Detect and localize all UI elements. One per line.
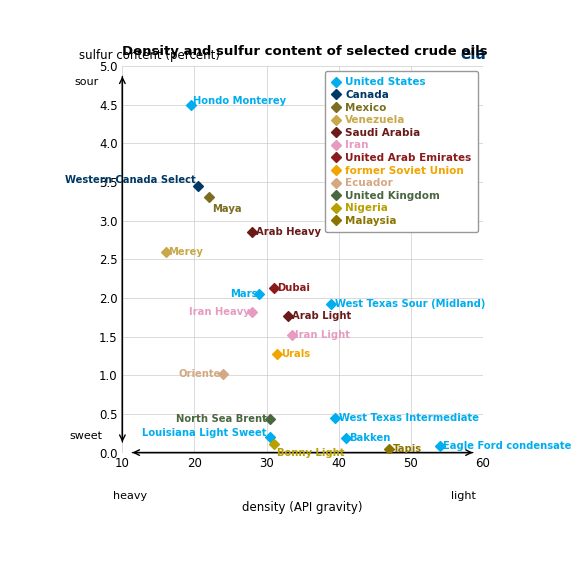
- Text: Iran Light: Iran Light: [295, 330, 350, 340]
- Text: eia: eia: [460, 47, 486, 62]
- Legend: United States, Canada, Mexico, Venezuela, Saudi Arabia, Iran, United Arab Emirat: United States, Canada, Mexico, Venezuela…: [325, 71, 478, 232]
- Point: [287, 331, 297, 340]
- Text: Urals: Urals: [281, 350, 310, 359]
- Text: Mars: Mars: [230, 289, 257, 299]
- Point: [265, 414, 275, 423]
- Point: [435, 442, 444, 451]
- Text: Louisiana Light Sweet: Louisiana Light Sweet: [142, 428, 267, 438]
- Text: sweet: sweet: [70, 431, 103, 441]
- Text: Tapis: Tapis: [393, 444, 422, 454]
- Text: Iran Heavy: Iran Heavy: [189, 307, 250, 317]
- Text: Bonny Light: Bonny Light: [278, 448, 345, 458]
- Text: West Texas Sour (Midland): West Texas Sour (Midland): [335, 299, 485, 309]
- Text: Bakken: Bakken: [350, 433, 391, 443]
- Text: Hondo Monterey: Hondo Monterey: [193, 97, 286, 106]
- Text: sulfur content (percent): sulfur content (percent): [79, 49, 220, 62]
- Point: [186, 101, 196, 110]
- Point: [204, 193, 213, 202]
- X-axis label: density (API gravity): density (API gravity): [242, 501, 363, 514]
- Point: [254, 289, 264, 298]
- Point: [265, 432, 275, 442]
- Point: [341, 434, 350, 443]
- Point: [248, 307, 257, 316]
- Point: [219, 369, 228, 378]
- Point: [283, 311, 293, 320]
- Text: Eagle Ford condensate: Eagle Ford condensate: [443, 442, 572, 451]
- Text: light: light: [451, 491, 475, 501]
- Text: Dubai: Dubai: [278, 283, 310, 293]
- Point: [193, 181, 203, 190]
- Text: North Sea Brent: North Sea Brent: [175, 413, 267, 424]
- Text: Western Canada Select: Western Canada Select: [65, 175, 196, 185]
- Point: [269, 439, 278, 448]
- Point: [248, 228, 257, 237]
- Text: Maya: Maya: [212, 204, 241, 214]
- Text: heavy: heavy: [113, 491, 147, 501]
- Point: [327, 300, 336, 309]
- Text: Oriente: Oriente: [179, 369, 221, 379]
- Point: [331, 413, 340, 423]
- Point: [161, 247, 170, 256]
- Text: Density and sulfur content of selected crude oils: Density and sulfur content of selected c…: [122, 45, 488, 58]
- Text: West Texas Intermediate: West Texas Intermediate: [339, 413, 479, 423]
- Point: [269, 283, 278, 293]
- Text: sour: sour: [74, 78, 99, 87]
- Text: Merey: Merey: [168, 247, 203, 256]
- Text: Arab Light: Arab Light: [292, 310, 351, 321]
- Text: Arab Heavy: Arab Heavy: [256, 227, 321, 237]
- Point: [273, 350, 282, 359]
- Point: [384, 445, 394, 454]
